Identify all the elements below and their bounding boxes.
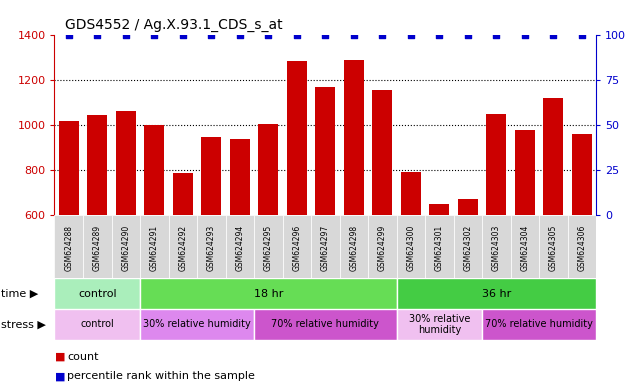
Bar [258,124,278,215]
Point [377,31,387,38]
Bar [372,90,392,215]
Bar [511,215,539,278]
Point [292,31,302,38]
Text: GSM624291: GSM624291 [150,225,159,271]
Text: count: count [67,352,99,362]
Point [63,31,74,38]
Point [463,31,473,38]
Point [121,31,131,38]
Bar [315,87,335,215]
Bar [539,215,568,278]
Point [235,31,245,38]
Bar [568,215,596,278]
Text: 70% relative humidity: 70% relative humidity [271,319,379,329]
Text: 70% relative humidity: 70% relative humidity [485,319,593,329]
Text: GSM624292: GSM624292 [178,225,187,271]
Text: GSM624305: GSM624305 [549,225,558,271]
Text: GSM624294: GSM624294 [235,225,244,271]
Text: GSM624302: GSM624302 [463,225,472,271]
Bar [54,278,140,309]
Text: ■: ■ [54,371,65,381]
Bar [287,61,307,215]
Bar [254,215,283,278]
Point [320,31,331,38]
Text: GSM624295: GSM624295 [264,225,273,271]
Text: percentile rank within the sample: percentile rank within the sample [67,371,255,381]
Text: GDS4552 / Ag.X.93.1_CDS_s_at: GDS4552 / Ag.X.93.1_CDS_s_at [65,18,283,32]
Bar [397,309,482,340]
Text: GSM624303: GSM624303 [492,225,501,271]
Point [491,31,501,38]
Text: GSM624304: GSM624304 [520,225,529,271]
Bar [340,215,368,278]
Bar [454,215,482,278]
Point [206,31,217,38]
Bar [54,309,140,340]
Bar [112,215,140,278]
Bar [140,309,254,340]
Bar [197,215,226,278]
Bar [397,278,596,309]
Point [92,31,103,38]
Point [520,31,530,38]
Text: stress ▶: stress ▶ [1,319,46,329]
Bar [458,199,478,215]
Bar [230,139,250,215]
Text: 18 hr: 18 hr [254,289,283,299]
Text: 30% relative humidity: 30% relative humidity [143,319,251,329]
Bar [226,215,254,278]
Bar [425,215,454,278]
Bar [344,60,364,215]
Text: 36 hr: 36 hr [482,289,511,299]
Bar [144,125,164,215]
Bar [515,130,535,215]
Bar [482,215,511,278]
Text: control: control [80,319,114,329]
Text: ■: ■ [54,352,65,362]
Point [548,31,558,38]
Bar [59,121,79,215]
Text: GSM624300: GSM624300 [406,225,415,271]
Bar [397,215,425,278]
Bar [140,278,397,309]
Text: GSM624293: GSM624293 [207,225,216,271]
Point [406,31,416,38]
Text: GSM624306: GSM624306 [578,225,587,271]
Text: control: control [78,289,117,299]
Text: time ▶: time ▶ [1,289,38,299]
Bar [429,204,449,215]
Bar [572,134,592,215]
Bar [482,309,596,340]
Text: GSM624296: GSM624296 [292,225,301,271]
Bar [87,115,107,215]
Bar [544,98,563,215]
Bar [54,215,83,278]
Bar [83,215,112,278]
Point [349,31,359,38]
Bar [201,137,221,215]
Bar [487,114,506,215]
Bar [140,215,169,278]
Text: 30% relative
humidity: 30% relative humidity [409,314,470,335]
Point [577,31,587,38]
Point [178,31,188,38]
Point [434,31,444,38]
Text: GSM624290: GSM624290 [121,225,130,271]
Bar [368,215,397,278]
Text: GSM624288: GSM624288 [64,225,73,271]
Bar [311,215,340,278]
Bar [169,215,197,278]
Bar [116,111,136,215]
Bar [401,172,420,215]
Text: GSM624298: GSM624298 [349,225,358,271]
Text: GSM624299: GSM624299 [378,225,387,271]
Text: GSM624297: GSM624297 [320,225,330,271]
Text: GSM624289: GSM624289 [93,225,102,271]
Point [263,31,274,38]
Bar [283,215,311,278]
Bar [254,309,397,340]
Bar [173,173,193,215]
Text: GSM624301: GSM624301 [435,225,444,271]
Point [149,31,160,38]
